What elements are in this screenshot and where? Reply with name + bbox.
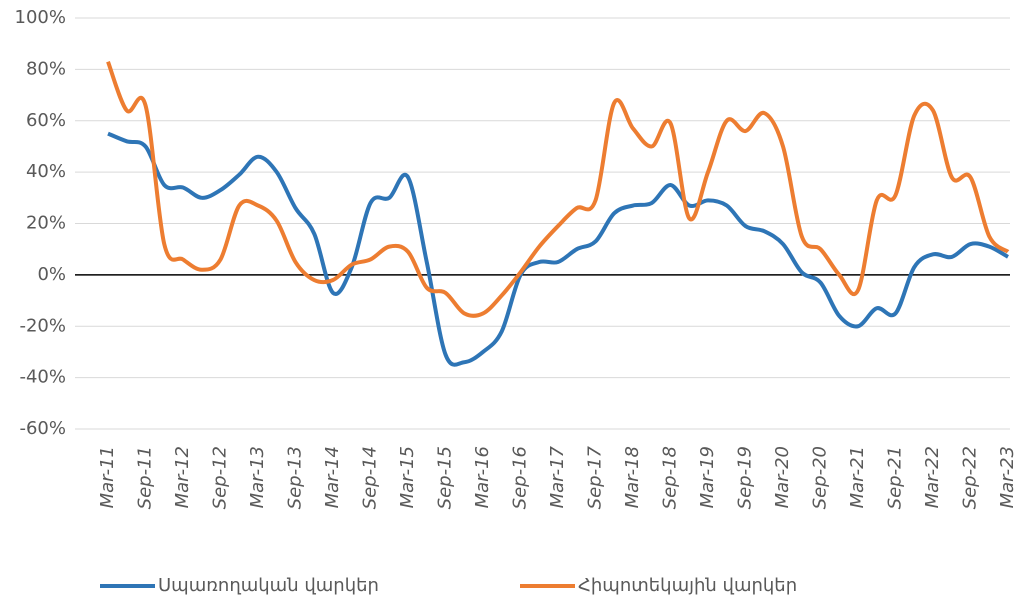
series-line [107,131,1010,367]
y-tick-label: 100% [15,7,66,28]
y-tick-label: -60% [19,418,66,439]
y-tick-label: 0% [37,264,66,285]
y-tick-label: -20% [19,315,66,336]
x-tick-label: Sep-14 [360,446,381,509]
x-tick-label: Sep-22 [960,446,981,509]
x-tick-label: Mar-19 [697,446,718,508]
x-tick-label: Mar-16 [472,446,493,508]
y-tick-label: -40% [19,367,66,388]
x-tick-label: Mar-22 [922,446,943,508]
x-tick-label: Mar-23 [997,446,1018,508]
series-line [106,60,1010,318]
x-tick-label: Mar-21 [847,446,868,508]
legend-label: Հիպոտեկային վարկեր [578,575,797,596]
x-tick-label: Mar-17 [547,445,568,508]
x-tick-label: Mar-14 [322,446,343,508]
x-tick-label: Mar-20 [772,446,793,508]
y-tick-label: 20% [26,213,66,234]
y-tick-label: 80% [26,58,66,79]
y-tick-label: 60% [26,110,66,131]
x-tick-label: Sep-16 [510,446,531,509]
x-tick-label: Sep-21 [885,446,906,509]
x-tick-label: Sep-17 [585,445,606,509]
x-tick-label: Sep-15 [435,446,456,509]
x-tick-label: Mar-18 [622,446,643,508]
x-tick-label: Sep-13 [285,446,306,509]
y-tick-label: 40% [26,161,66,182]
legend-label: Սպառողական վարկեր [158,575,379,596]
x-tick-label: Mar-13 [247,446,268,508]
x-tick-label: Sep-20 [810,446,831,509]
x-tick-label: Sep-12 [210,446,231,509]
x-tick-label: Mar-12 [172,446,193,508]
x-tick-label: Sep-18 [660,446,681,509]
x-tick-label: Mar-15 [397,446,418,508]
x-tick-label: Sep-19 [735,446,756,509]
x-tick-label: Mar-11 [97,446,118,508]
x-tick-label: Sep-11 [135,446,156,509]
